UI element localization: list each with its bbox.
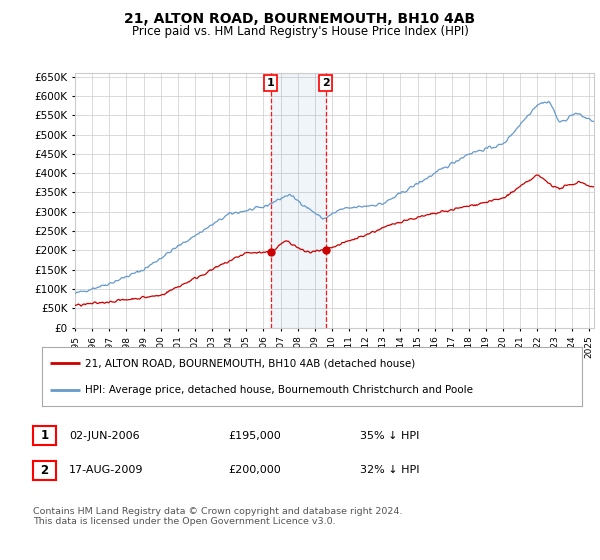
Text: 2: 2 [322,78,329,88]
Text: 02-JUN-2006: 02-JUN-2006 [69,431,140,441]
Text: 2: 2 [40,464,49,477]
Text: Contains HM Land Registry data © Crown copyright and database right 2024.
This d: Contains HM Land Registry data © Crown c… [33,507,403,526]
Text: 1: 1 [267,78,274,88]
Text: 1: 1 [40,429,49,442]
Text: HPI: Average price, detached house, Bournemouth Christchurch and Poole: HPI: Average price, detached house, Bour… [85,385,473,395]
Bar [271,73,326,328]
Text: 21, ALTON ROAD, BOURNEMOUTH, BH10 4AB: 21, ALTON ROAD, BOURNEMOUTH, BH10 4AB [124,12,476,26]
Text: £195,000: £195,000 [228,431,281,441]
Text: 35% ↓ HPI: 35% ↓ HPI [360,431,419,441]
Text: 32% ↓ HPI: 32% ↓ HPI [360,465,419,475]
Text: 17-AUG-2009: 17-AUG-2009 [69,465,143,475]
Text: 21, ALTON ROAD, BOURNEMOUTH, BH10 4AB (detached house): 21, ALTON ROAD, BOURNEMOUTH, BH10 4AB (d… [85,358,415,368]
Text: £200,000: £200,000 [228,465,281,475]
Text: Price paid vs. HM Land Registry's House Price Index (HPI): Price paid vs. HM Land Registry's House … [131,25,469,38]
